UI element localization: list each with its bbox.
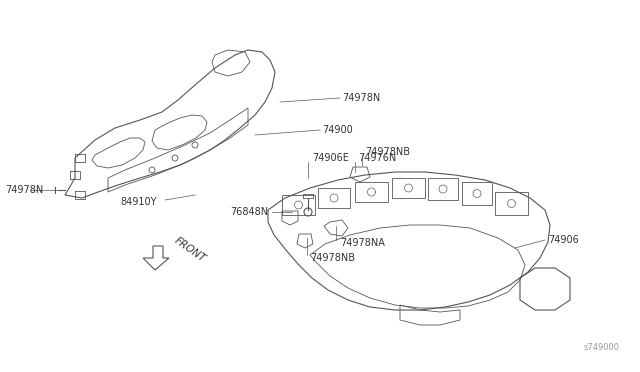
Text: s749000: s749000: [584, 343, 620, 352]
Polygon shape: [143, 246, 169, 270]
Text: 74978N: 74978N: [342, 93, 380, 103]
Text: 74978N: 74978N: [5, 185, 44, 195]
Text: 74906: 74906: [548, 235, 579, 245]
Text: 74978NB: 74978NB: [365, 147, 410, 157]
Text: 74978NA: 74978NA: [340, 238, 385, 248]
Text: 74976N: 74976N: [358, 153, 396, 163]
Text: 74906E: 74906E: [312, 153, 349, 163]
Text: FRONT: FRONT: [173, 236, 208, 264]
Text: 74900: 74900: [322, 125, 353, 135]
Text: 84910Y: 84910Y: [120, 197, 157, 207]
Text: 76848N: 76848N: [230, 207, 268, 217]
Text: 74978NB: 74978NB: [310, 253, 355, 263]
